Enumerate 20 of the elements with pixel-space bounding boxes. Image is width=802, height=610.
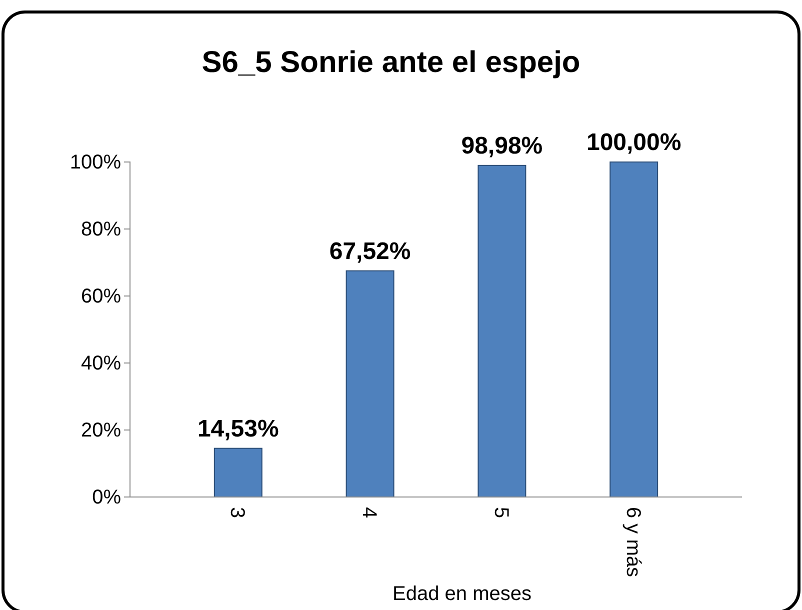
y-tick-label: 100% [70,151,122,174]
y-tick-label: 80% [80,218,122,240]
bar [346,270,394,498]
y-tick-label: 0% [92,486,122,508]
data-label: 98,98% [461,132,543,160]
x-tick-label: 5 [490,507,512,518]
x-tick-label: 4 [358,507,380,518]
data-label: 100,00% [586,129,682,156]
x-tick-label: 6 y más [622,507,644,578]
y-tick-label: 60% [80,285,122,308]
y-tick-label: 20% [80,419,122,442]
data-label: 67,52% [329,238,411,265]
bar [610,162,658,498]
y-tick-label: 40% [80,352,122,374]
data-label: 14,53% [197,415,279,442]
bar [214,448,262,498]
bar [478,164,526,498]
x-axis-title: Edad en meses [392,583,532,605]
x-tick-label: 3 [226,507,248,518]
chart-title: S6_5 Sonrie ante el espejo [202,46,580,79]
